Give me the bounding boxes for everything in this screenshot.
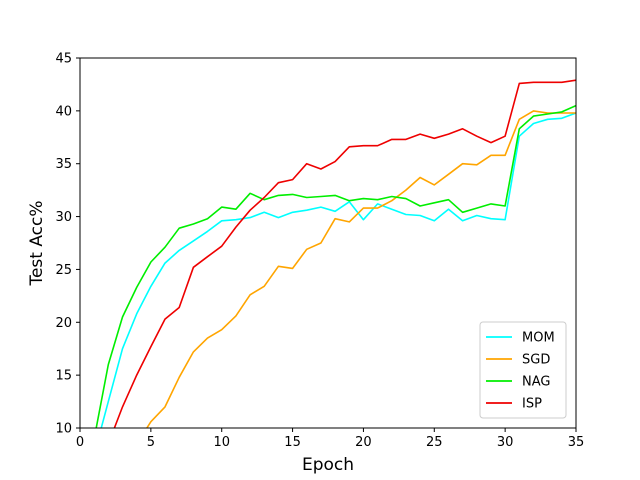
series-line-isp bbox=[113, 79, 576, 428]
x-tick-label: 10 bbox=[213, 435, 230, 450]
y-tick-label: 45 bbox=[55, 52, 72, 67]
y-axis: 10 15 20 25 30 35 40 45 bbox=[55, 52, 80, 437]
x-tick-label: 20 bbox=[355, 435, 372, 450]
legend-label-sgd: SGD bbox=[522, 353, 550, 368]
y-axis-title: Test Acc% bbox=[27, 200, 47, 286]
legend: MOM SGD NAG ISP bbox=[479, 321, 567, 419]
x-tick-label: 0 bbox=[76, 435, 84, 450]
legend-label-nag: NAG bbox=[522, 375, 550, 390]
y-tick-label: 20 bbox=[55, 316, 72, 331]
y-tick-label: 30 bbox=[55, 210, 72, 225]
x-tick-label: 5 bbox=[147, 435, 155, 450]
y-tick-label: 35 bbox=[55, 157, 72, 172]
series-line-sgd bbox=[145, 110, 576, 428]
x-tick-label: 15 bbox=[284, 435, 301, 450]
y-tick-label: 25 bbox=[55, 263, 72, 278]
legend-label-isp: ISP bbox=[522, 397, 542, 412]
x-tick-label: 30 bbox=[497, 435, 514, 450]
x-tick-label: 35 bbox=[568, 435, 585, 450]
plot-frame bbox=[79, 57, 577, 429]
y-tick-label: 15 bbox=[55, 369, 72, 384]
x-tick-label: 25 bbox=[426, 435, 443, 450]
series-layer bbox=[95, 79, 576, 428]
series-line-nag bbox=[95, 104, 576, 428]
series-line-mom bbox=[100, 112, 576, 428]
y-tick-label: 10 bbox=[55, 422, 72, 437]
x-axis-title: Epoch bbox=[302, 455, 354, 475]
x-axis: 0 5 10 15 20 25 30 35 bbox=[76, 428, 584, 450]
legend-label-mom: MOM bbox=[522, 331, 555, 346]
y-tick-label: 40 bbox=[55, 104, 72, 119]
legend-box bbox=[479, 321, 567, 419]
